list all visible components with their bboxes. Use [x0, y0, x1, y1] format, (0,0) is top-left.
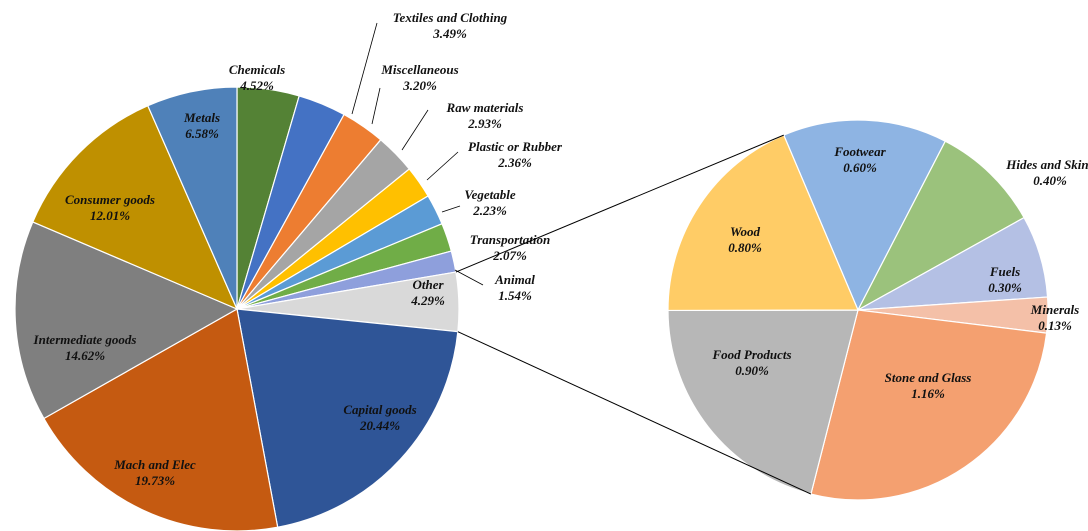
slice-label-name: Plastic or Rubber: [468, 139, 563, 154]
slice-label: Food Products 0.90%: [711, 347, 791, 378]
slice-label-value: 0.13%: [1038, 318, 1072, 333]
slice-label-value: 0.60%: [843, 160, 877, 175]
slice-label: Textiles and Clothing 3.49%: [393, 10, 508, 41]
slice-label: Raw materials 2.93%: [446, 100, 524, 131]
slice-label: Mach and Elec 19.73%: [113, 457, 196, 488]
slice-label: Minerals 0.13%: [1030, 302, 1079, 333]
slice-label: Chemicals 4.52%: [229, 62, 285, 93]
pie-slice: [856, 140, 1025, 312]
slice-label-value: 2.23%: [472, 203, 507, 218]
slice-label: Fuels 0.30%: [988, 264, 1022, 295]
slice-label-value: 0.30%: [988, 280, 1022, 295]
slice-label-value: 2.07%: [492, 248, 527, 263]
slice-label: Plastic or Rubber 2.36%: [468, 139, 563, 170]
connector-line: [455, 134, 784, 273]
leader-line: [454, 269, 484, 286]
slice-label-value: 0.90%: [735, 363, 769, 378]
slice-label: Stone and Glass 1.16%: [885, 370, 972, 401]
slice-label-value: 2.36%: [497, 155, 532, 170]
slice-label-name: Food Products: [711, 347, 791, 362]
pie-slice: [14, 221, 239, 420]
slice-label: Transportation 2.07%: [470, 232, 550, 263]
slice-label-value: 3.20%: [402, 78, 437, 93]
pie-slice: [810, 309, 1048, 501]
slice-label-value: 6.58%: [185, 126, 219, 141]
slice-label-name: Animal: [494, 272, 535, 287]
slice-label-name: Footwear: [833, 144, 886, 159]
slice-label: Wood 0.80%: [728, 224, 762, 255]
leader-line: [351, 22, 378, 115]
slice-label-name: Hides and Skins: [1005, 157, 1088, 172]
leader-line: [371, 87, 381, 125]
slice-label-value: 4.29%: [410, 293, 445, 308]
slice-label: Intermediate goods 14.62%: [33, 332, 137, 363]
slice-label-name: Vegetable: [464, 187, 515, 202]
slice-label: Vegetable 2.23%: [464, 187, 515, 218]
slice-label-name: Chemicals: [229, 62, 285, 77]
leader-line: [441, 205, 461, 213]
slice-label: Hides and Skins 0.40%: [1005, 157, 1088, 188]
slice-label-value: 0.80%: [728, 240, 762, 255]
slice-label-value: 14.62%: [65, 348, 105, 363]
slice-label-name: Other: [412, 277, 444, 292]
slice-label-name: Fuels: [989, 264, 1020, 279]
pie-slice: [667, 309, 859, 495]
slice-label-name: Capital goods: [343, 402, 416, 417]
pie-slice: [31, 104, 239, 311]
slice-label-name: Minerals: [1030, 302, 1079, 317]
slice-label-value: 2.93%: [467, 116, 502, 131]
slice-label-name: Intermediate goods: [33, 332, 137, 347]
slice-label-value: 4.52%: [239, 78, 274, 93]
pie-slice: [147, 86, 238, 310]
pie-slice: [236, 308, 459, 528]
slice-label-name: Raw materials: [446, 100, 524, 115]
slice-label-name: Mach and Elec: [113, 457, 196, 472]
slice-label-value: 12.01%: [90, 208, 130, 223]
slice-label-value: 20.44%: [359, 418, 400, 433]
slice-label-value: 1.54%: [498, 288, 532, 303]
slice-label-name: Metals: [183, 110, 220, 125]
slice-label-name: Consumer goods: [65, 192, 155, 207]
pie-slice: [667, 134, 859, 312]
slice-label-name: Miscellaneous: [380, 62, 458, 77]
slice-label-name: Stone and Glass: [885, 370, 972, 385]
slice-label-name: Wood: [730, 224, 761, 239]
slice-label-value: 1.16%: [911, 386, 945, 401]
connector-line: [457, 331, 812, 495]
slice-label-value: 3.49%: [432, 26, 467, 41]
slice-label: Miscellaneous 3.20%: [380, 62, 458, 93]
leader-line: [426, 151, 459, 181]
slice-label-value: 19.73%: [135, 473, 175, 488]
slice-label-name: Transportation: [470, 232, 550, 247]
slice-label: Capital goods 20.44%: [343, 402, 416, 433]
slice-label: Other 4.29%: [410, 277, 445, 308]
slice-label-name: Textiles and Clothing: [393, 10, 508, 25]
slice-label: Animal 1.54%: [494, 272, 535, 303]
slice-label: Consumer goods 12.01%: [65, 192, 155, 223]
pie-slice: [782, 119, 947, 312]
leader-line: [401, 109, 429, 151]
slice-label: Metals 6.58%: [183, 110, 220, 141]
slice-label-value: 0.40%: [1033, 173, 1067, 188]
slice-label: Footwear 0.60%: [833, 144, 886, 175]
